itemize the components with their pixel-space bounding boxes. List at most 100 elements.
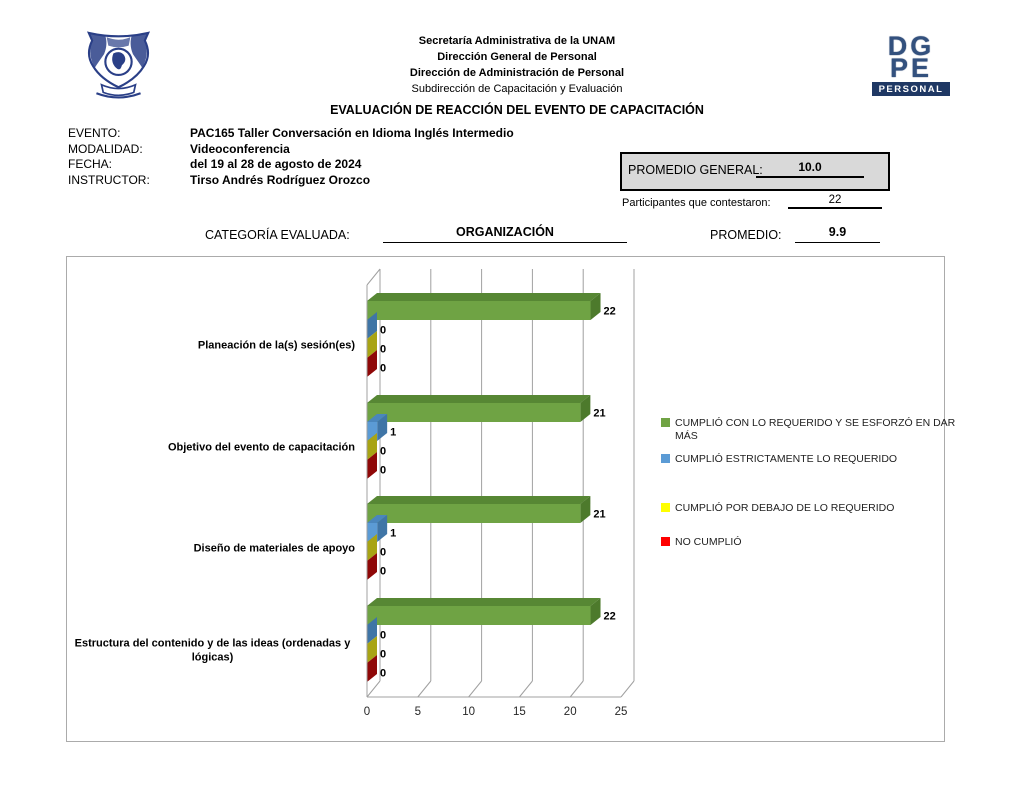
org-line-1: Secretaría Administrativa de la UNAM [418,35,616,47]
bar-side-face [377,515,388,542]
bar-top-face [367,414,388,422]
promedio-label: PROMEDIO: [710,228,782,242]
svg-text:15: 15 [513,706,526,718]
fecha-label: FECHA: [68,157,113,171]
chart-axes [366,268,621,698]
bar-side-face [580,496,591,523]
promedio-general-value: 10.0 [756,160,864,178]
chart-gridlines [366,269,635,698]
bar-side-face [580,395,591,422]
bar-front-face [367,523,378,542]
bar-data-label: 0 [380,547,386,559]
unam-logo [76,27,161,100]
reaction-evaluation-chart: 0 5 10 15 20 25 22 0 0 0 21 1 0 0 21 1 0 0 22 0 0 0 Planeació… [66,256,955,742]
svg-text:0: 0 [364,706,370,718]
modalidad-value: Videoconferencia [190,141,290,156]
bar-side-face [590,293,601,320]
bar-side-face [367,617,377,644]
bar-data-label: 0 [380,566,386,578]
org-line-3: Dirección de Administración de Personal [409,67,625,79]
dgpe-banner: PERSONAL [872,82,950,96]
dgpe-letters-top: DG [887,31,935,61]
svg-text:5: 5 [415,706,421,718]
bar-data-label: 0 [380,649,386,661]
bar-data-label: 0 [380,668,386,680]
legend-swatch-icon [661,454,670,463]
legend-item: CUMPLIÓ ESTRICTAMENTE LO REQUERIDO [661,453,957,466]
event-row: INSTRUCTOR: Tirso Andrés Rodríguez Orozco [68,173,514,189]
bar-front-face [367,504,581,523]
bar-side-face [367,636,377,663]
bar-data-label: 22 [604,306,616,318]
bar-top-face [367,515,388,523]
bar-side-face [377,414,388,441]
bar-top-face [367,293,601,301]
event-value: PAC165 Taller Conversación en Idioma Ing… [190,126,514,140]
instructor-value: Tirso Andrés Rodríguez Orozco [190,172,371,187]
fecha-value: del 19 al 28 de agosto de 2024 [190,157,362,171]
category-axis-label: Diseño de materiales de apoyo [193,542,355,555]
chart-legend: CUMPLIÓ CON LO REQUERIDO Y SE ESFORZÓ EN… [661,417,957,549]
categoria-evaluada-label: CATEGORÍA EVALUADA: [205,228,350,242]
bar-front-face [367,301,591,320]
category-axis-label: Planeación de la(s) sesión(es) [197,339,355,352]
bar-data-label: 1 [390,427,396,439]
unam-escudo-icon [86,31,151,99]
bar-side-face [367,433,377,460]
category-axis-label: Estructura del contenido y de las ideas … [74,637,351,664]
bar-data-label: 1 [390,528,396,540]
bar-side-face [367,655,377,682]
event-row: EVENTO: PAC165 Taller Conversación en Idi… [68,126,514,142]
x-axis-tick-labels: 0 5 10 15 20 25 [364,706,628,718]
legend-swatch-icon [661,418,670,427]
bar-front-face [367,403,581,422]
bar-side-face [367,553,377,580]
bar-data-label: 0 [380,446,386,458]
legend-item: NO CUMPLIÓ [661,536,957,549]
participantes-value: 22 [788,194,882,209]
dgpe-logo: DG PE PERSONAL [872,31,950,96]
modalidad-label: MODALIDAD: [68,141,143,156]
participantes-label: Participantes que contestaron: [622,197,771,209]
dgpe-letters-bottom: PE [889,53,933,83]
bar-top-face [367,598,601,606]
bar-data-label: 22 [604,611,616,623]
bar-data-label: 21 [593,509,605,521]
bar-data-label: 0 [380,325,386,337]
bar-top-face [367,395,591,403]
legend-swatch-icon [661,503,670,512]
legend-item: CUMPLIÓ CON LO REQUERIDO Y SE ESFORZÓ EN… [661,417,957,443]
event-info: EVENTO: PAC165 Taller Conversación en Idi… [68,126,514,188]
promedio-general-label: PROMEDIO GENERAL: [628,163,763,177]
bar-side-face [590,598,601,625]
org-line-2: Dirección General de Personal [437,51,597,63]
categoria-evaluada-value: ORGANIZACIÓN [383,225,627,243]
promedio-general-box: PROMEDIO GENERAL: 10.0 [620,152,890,191]
instructor-label: INSTRUCTOR: [68,172,150,187]
page-title: EVALUACIÓN DE REACCIÓN DEL EVENTO DE CAP… [330,103,704,117]
bar-front-face [367,606,591,625]
bar-data-label: 0 [380,465,386,477]
event-label: EVENTO: [68,126,121,140]
org-line-4: Subdirección de Capacitación y Evaluació… [411,83,623,95]
org-header: Secretaría Administrativa de la UNAM Dir… [312,33,722,97]
svg-text:10: 10 [462,706,475,718]
legend-item: CUMPLIÓ POR DEBAJO DE LO REQUERIDO [661,502,957,515]
bar-side-face [367,312,377,339]
legend-swatch-icon [661,537,670,546]
event-row: MODALIDAD: Videoconferencia [68,142,514,158]
bar-front-face [367,422,378,441]
bar-data-label: 0 [380,344,386,356]
bar-top-face [367,496,591,504]
bar-data-label: 0 [380,363,386,375]
bar-side-face [367,350,377,377]
bar-data-label: 21 [593,408,605,420]
promedio-value: 9.9 [795,225,880,243]
bar-side-face [367,452,377,479]
bar-data-label: 0 [380,630,386,642]
bar-side-face [367,331,377,358]
event-row: FECHA: del 19 al 28 de agosto de 2024 [68,157,514,173]
